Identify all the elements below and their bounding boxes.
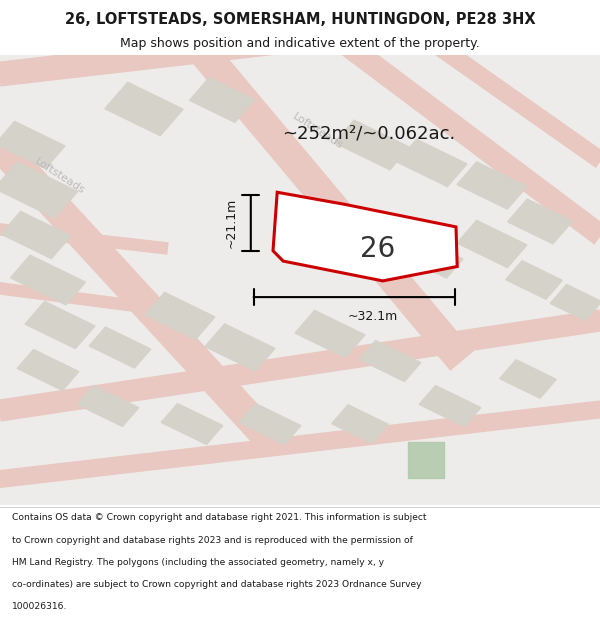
Bar [508,199,572,244]
Text: to Crown copyright and database rights 2023 and is reproduced with the permissio: to Crown copyright and database rights 2… [12,536,413,544]
Bar [457,221,527,268]
Text: Loftsteads: Loftsteads [33,157,87,196]
Bar [550,284,600,321]
Bar [0,162,77,218]
Polygon shape [273,192,457,281]
Bar [335,120,409,170]
Text: 26: 26 [360,236,395,263]
Bar [105,82,183,136]
Bar [401,237,463,278]
Text: Contains OS data © Crown copyright and database right 2021. This information is : Contains OS data © Crown copyright and d… [12,513,427,522]
Bar [506,261,562,299]
Bar [25,301,95,349]
Bar [205,324,275,371]
Bar [239,404,301,444]
Bar [457,162,527,209]
Bar [419,386,481,426]
Text: ~32.1m: ~32.1m [347,309,397,322]
Bar [500,360,556,398]
Bar [161,404,223,444]
Bar [17,349,79,391]
Text: HM Land Registry. The polygons (including the associated geometry, namely x, y: HM Land Registry. The polygons (includin… [12,558,384,567]
Bar [1,211,71,259]
Polygon shape [408,442,444,478]
Text: Map shows position and indicative extent of the property.: Map shows position and indicative extent… [120,38,480,51]
Text: Loftsteads: Loftsteads [291,112,345,151]
Bar [332,405,388,443]
Text: 26, LOFTSTEADS, SOMERSHAM, HUNTINGDON, PE28 3HX: 26, LOFTSTEADS, SOMERSHAM, HUNTINGDON, P… [65,12,535,27]
Bar [397,139,467,187]
Text: ~252m²/~0.062ac.: ~252m²/~0.062ac. [283,125,455,142]
Bar [89,327,151,368]
Bar [190,78,254,122]
Bar [77,386,139,426]
Text: co-ordinates) are subject to Crown copyright and database rights 2023 Ordnance S: co-ordinates) are subject to Crown copyr… [12,580,421,589]
Text: 100026316.: 100026316. [12,602,67,611]
Bar [11,255,85,305]
Bar [0,121,65,169]
Bar [295,311,365,358]
Bar [145,292,215,339]
Bar [359,341,421,381]
Text: ~21.1m: ~21.1m [225,198,238,248]
